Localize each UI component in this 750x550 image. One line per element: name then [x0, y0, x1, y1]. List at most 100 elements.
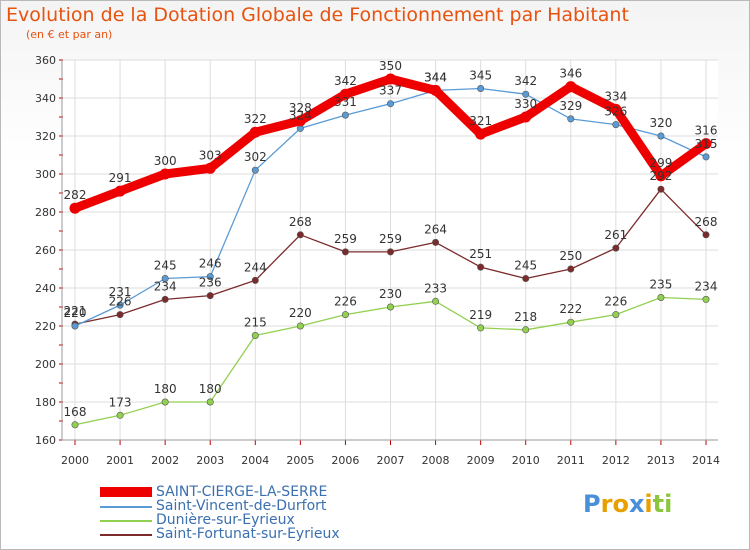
data-point [204, 162, 216, 174]
data-label: 324 [289, 108, 312, 122]
data-label: 300 [154, 154, 177, 168]
data-point [161, 274, 169, 282]
data-label: 322 [244, 112, 267, 126]
data-point [522, 274, 530, 282]
y-tick-label: 260 [35, 244, 56, 257]
data-point [296, 231, 304, 239]
legend-item-duniere: Dunière-sur-Eyrieux [100, 512, 400, 528]
data-point [116, 301, 124, 309]
x-tick-label: 2010 [512, 454, 540, 467]
y-tick-label: 220 [35, 320, 56, 333]
legend-swatch [100, 534, 152, 536]
data-label: 180 [154, 382, 177, 396]
logo-letter: x [628, 490, 645, 518]
data-point [71, 421, 79, 429]
data-point [565, 81, 577, 93]
data-label: 173 [109, 395, 132, 409]
data-label: 234 [154, 279, 177, 293]
data-label: 350 [379, 59, 402, 73]
data-label: 291 [109, 171, 132, 185]
data-point [432, 238, 440, 246]
x-tick-label: 2007 [377, 454, 405, 467]
legend-item-saint-fortunat: Saint-Fortunat-sur-Eyrieux [100, 526, 400, 542]
data-label: 320 [649, 116, 672, 130]
data-point [341, 111, 349, 119]
y-tick-label: 360 [35, 54, 56, 67]
data-point [520, 111, 532, 123]
data-label: 226 [109, 295, 132, 309]
data-point [249, 126, 261, 138]
data-point [114, 185, 126, 197]
data-label: 330 [514, 97, 537, 111]
data-label: 168 [64, 405, 87, 419]
logo-letter: P [583, 490, 601, 518]
x-tick-label: 2009 [467, 454, 495, 467]
data-point [206, 273, 214, 281]
data-point [294, 115, 306, 127]
x-tick-label: 2014 [692, 454, 720, 467]
data-label: 264 [424, 222, 447, 236]
data-label: 344 [424, 70, 447, 84]
data-label: 315 [695, 137, 718, 151]
data-point [251, 276, 259, 284]
data-label: 220 [64, 306, 87, 320]
data-point [567, 265, 575, 273]
y-tick-label: 280 [35, 206, 56, 219]
data-label: 302 [244, 150, 267, 164]
data-label: 246 [199, 257, 222, 271]
data-label: 219 [469, 308, 492, 322]
x-tick-label: 2002 [151, 454, 179, 467]
y-tick-label: 340 [35, 92, 56, 105]
data-label: 244 [244, 260, 267, 274]
data-point [432, 297, 440, 305]
data-label: 329 [559, 99, 582, 113]
data-point [251, 331, 259, 339]
legend-label: Dunière-sur-Eyrieux [156, 512, 295, 528]
x-tick-label: 2000 [61, 454, 89, 467]
data-label: 251 [469, 247, 492, 261]
data-point [610, 103, 622, 115]
data-point [700, 138, 712, 150]
x-tick-label: 2001 [106, 454, 134, 467]
data-point [612, 121, 620, 129]
logo-letter: i [644, 490, 653, 518]
data-point [71, 322, 79, 330]
data-point [612, 244, 620, 252]
x-tick-label: 2013 [647, 454, 675, 467]
data-point [386, 100, 394, 108]
x-tick-label: 2005 [286, 454, 314, 467]
data-label: 282 [64, 188, 87, 202]
y-tick-label: 200 [35, 358, 56, 371]
legend-label: SAINT-CIERGE-LA-SERRE [156, 484, 328, 500]
data-label: 233 [424, 281, 447, 295]
x-tick-label: 2008 [422, 454, 450, 467]
data-label: 299 [649, 156, 672, 170]
data-point [612, 311, 620, 319]
legend: SAINT-CIERGE-LA-SERRE Saint-Vincent-de-D… [100, 484, 400, 542]
data-label: 342 [334, 74, 357, 88]
data-point [655, 170, 667, 182]
data-point [161, 398, 169, 406]
data-point [477, 324, 485, 332]
data-label: 259 [334, 232, 357, 246]
data-point [206, 292, 214, 300]
data-label: 342 [514, 74, 537, 88]
data-point [567, 115, 575, 123]
data-point [475, 128, 487, 140]
data-label: 250 [559, 249, 582, 263]
data-label: 259 [379, 232, 402, 246]
x-tick-label: 2004 [241, 454, 269, 467]
data-label: 220 [289, 306, 312, 320]
data-point [116, 411, 124, 419]
data-label: 326 [604, 105, 627, 119]
data-point [567, 318, 575, 326]
data-label: 268 [289, 215, 312, 229]
data-label: 236 [199, 276, 222, 290]
data-point [385, 73, 396, 85]
legend-swatch [100, 487, 152, 497]
data-label: 221 [64, 304, 87, 318]
legend-swatch [100, 520, 152, 522]
logo-letter: i [664, 490, 673, 518]
data-point [386, 303, 394, 311]
x-tick-label: 2006 [331, 454, 359, 467]
